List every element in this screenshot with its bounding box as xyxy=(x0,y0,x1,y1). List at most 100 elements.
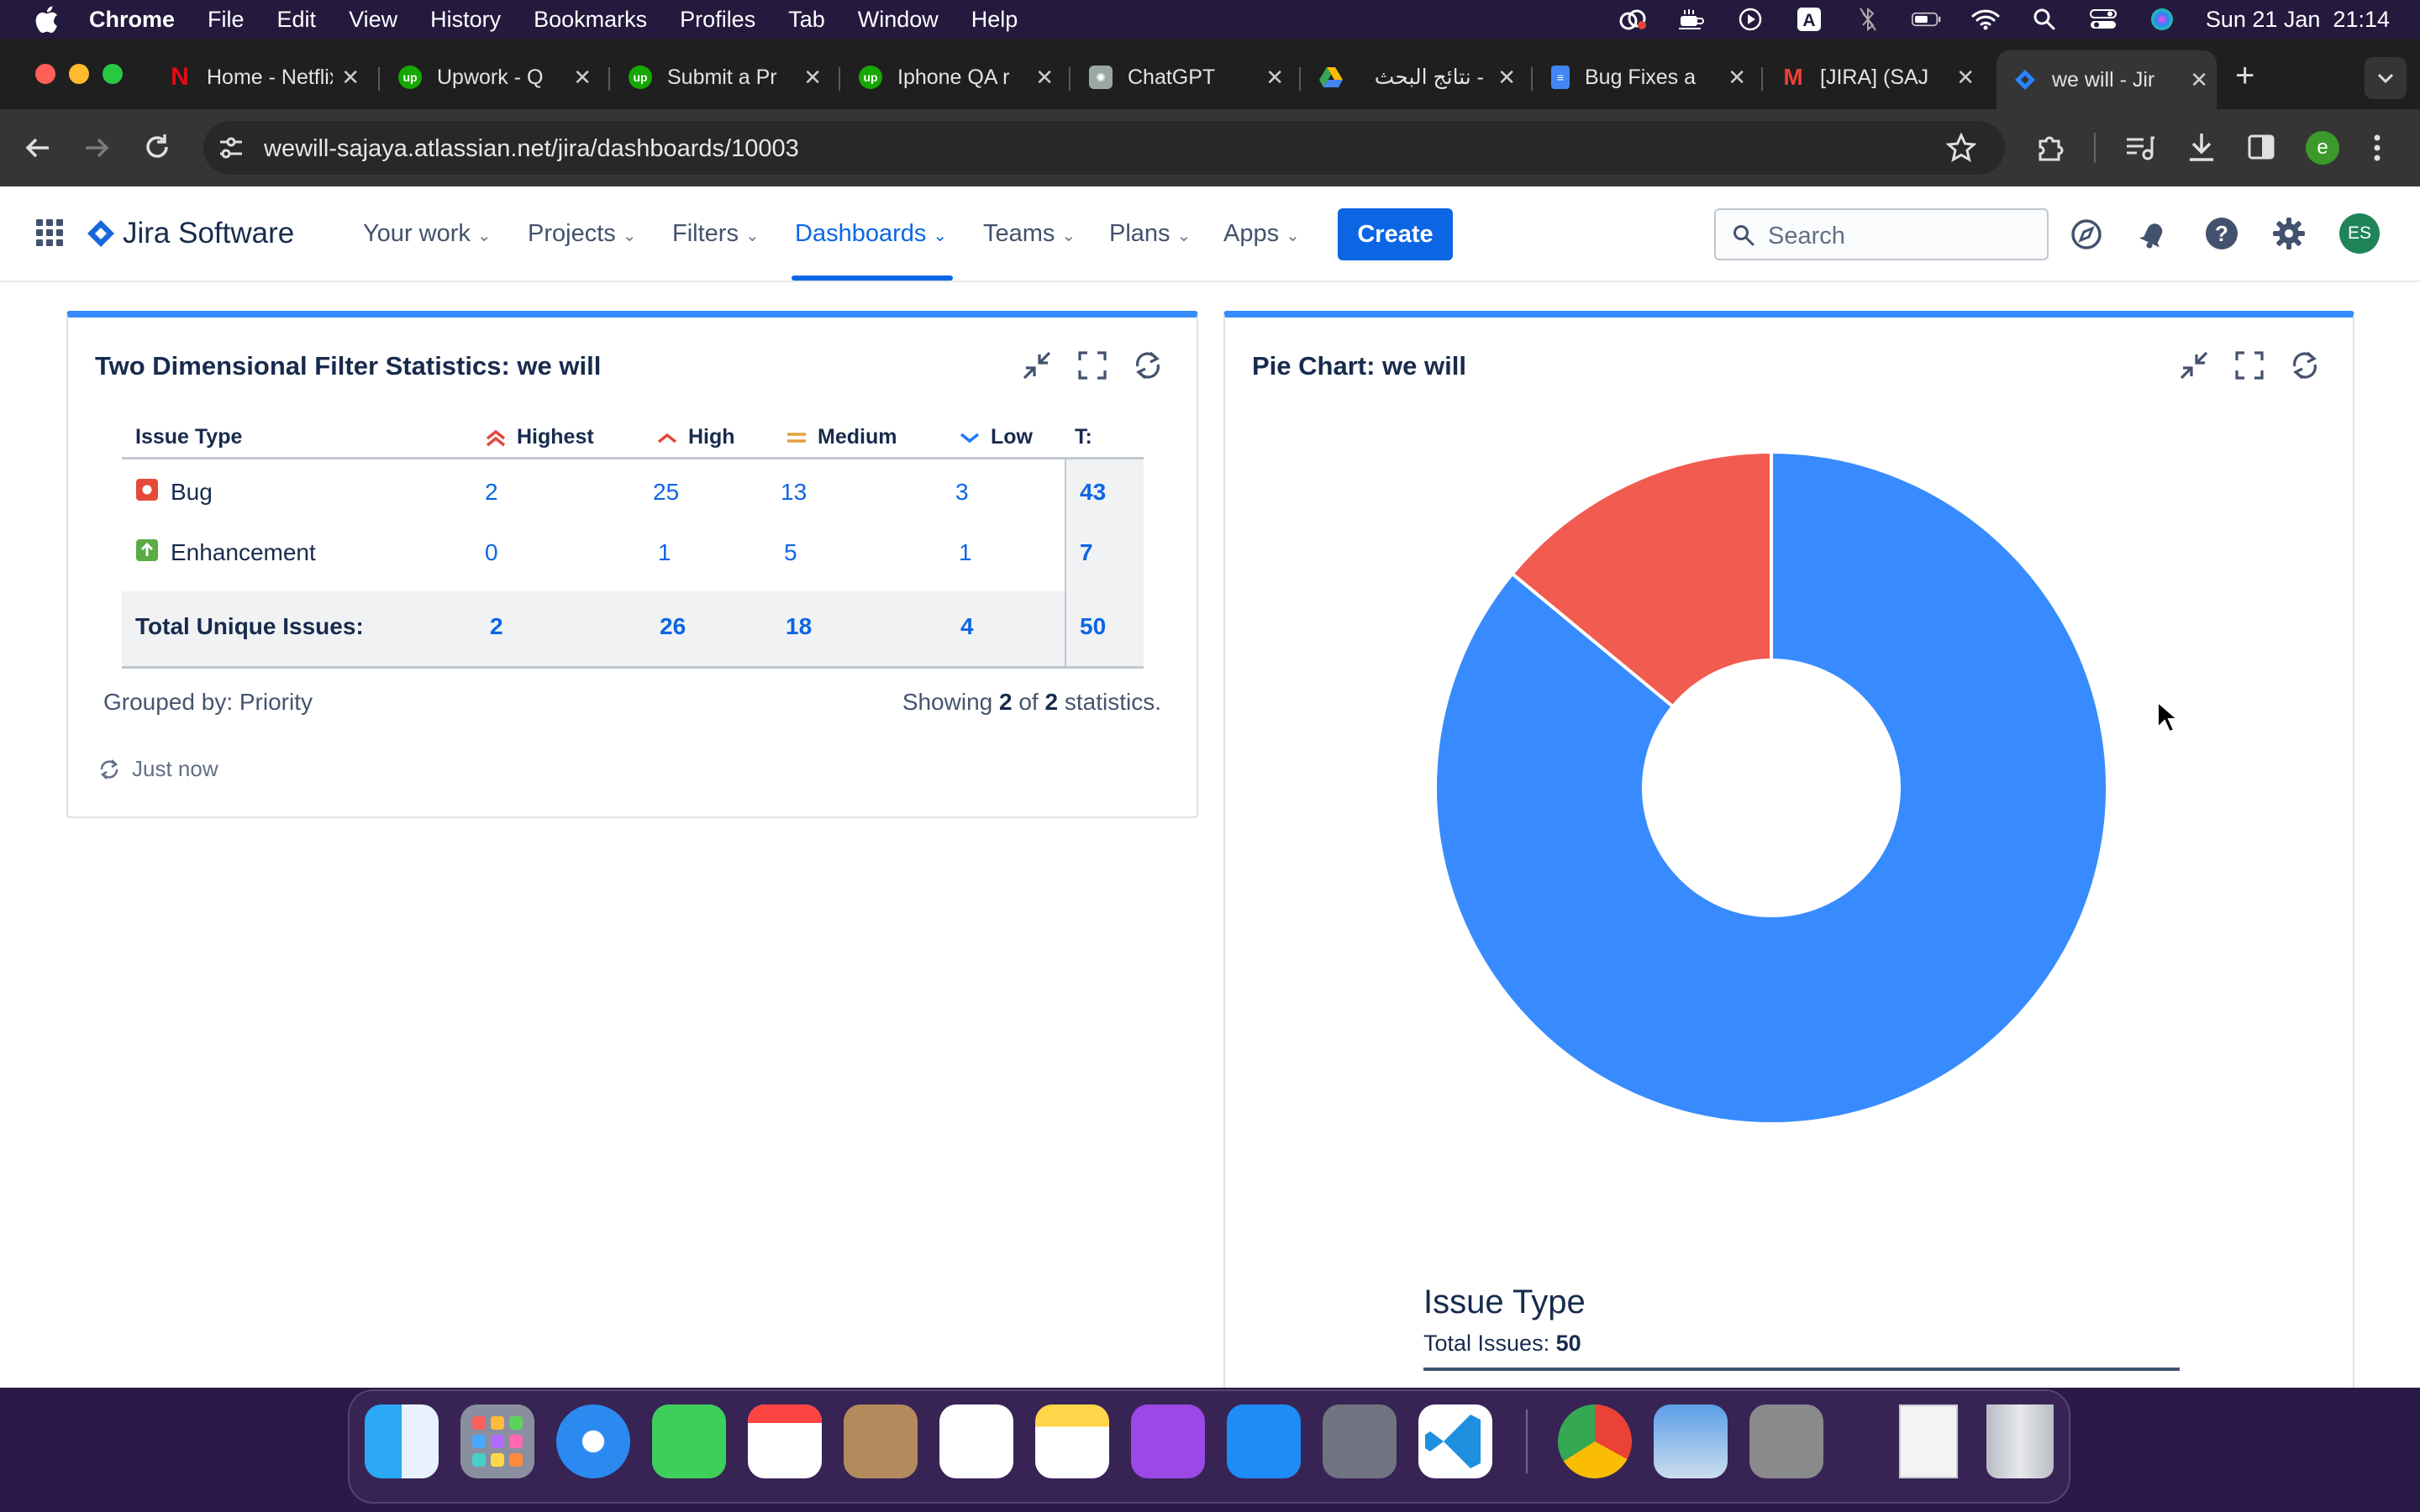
window-minimize-button[interactable] xyxy=(69,64,89,84)
wifi-icon[interactable] xyxy=(1970,7,2001,32)
cell-bug-high[interactable]: 25 xyxy=(653,479,680,505)
maximize-gadget-icon[interactable] xyxy=(2233,349,2265,381)
tab-search-chevron-icon[interactable] xyxy=(2365,57,2407,99)
back-arrow-icon[interactable] xyxy=(24,134,52,161)
cell-enhancement-medium[interactable]: 5 xyxy=(784,539,797,565)
document-icon[interactable] xyxy=(1899,1404,1958,1478)
menu-help[interactable]: Help xyxy=(971,6,1018,32)
menubar-clock[interactable]: Sun 21 Jan 21:14 xyxy=(2205,6,2390,32)
menu-profiles[interactable]: Profiles xyxy=(680,6,756,32)
close-tab-icon[interactable]: ✕ xyxy=(1956,64,1975,90)
bookmark-star-icon[interactable] xyxy=(1946,133,1976,163)
close-tab-icon[interactable]: ✕ xyxy=(341,64,360,90)
control-center-icon[interactable] xyxy=(2088,7,2118,32)
cell-bug-total[interactable]: 43 xyxy=(1080,479,1107,505)
system-settings-icon[interactable] xyxy=(1323,1404,1397,1478)
address-url[interactable]: wewill-sajaya.atlassian.net/jira/dashboa… xyxy=(264,135,799,162)
refresh-gadget-icon[interactable] xyxy=(2289,349,2321,381)
app-store-icon[interactable] xyxy=(1227,1404,1301,1478)
header-highest[interactable]: Highest xyxy=(485,425,594,449)
browser-tab-upwork-submit[interactable]: up Submit a Pr ✕ xyxy=(629,52,830,102)
app-switcher-grid-icon[interactable] xyxy=(35,218,64,247)
browser-tab-docs-bugfixes[interactable]: ≡ Bug Fixes a ✕ xyxy=(1551,52,1754,102)
minimize-gadget-icon[interactable] xyxy=(2178,349,2210,381)
nav-your-work[interactable]: Your work ⌄ xyxy=(363,220,492,248)
pie-slice-enhancement[interactable] xyxy=(1509,449,1773,709)
menu-history[interactable]: History xyxy=(430,6,502,32)
siri-icon[interactable] xyxy=(2147,7,2177,32)
nav-plans[interactable]: Plans ⌄ xyxy=(1109,220,1191,248)
window-zoom-button[interactable] xyxy=(103,64,123,84)
calendar-icon[interactable] xyxy=(748,1404,822,1478)
podcasts-icon[interactable] xyxy=(1131,1404,1205,1478)
nav-apps[interactable]: Apps ⌄ xyxy=(1223,220,1300,248)
play-icon[interactable] xyxy=(1735,7,1765,32)
header-low[interactable]: Low xyxy=(959,425,1033,449)
chrome-menu-kebab-icon[interactable] xyxy=(2371,133,2383,163)
cell-bug-low[interactable]: 3 xyxy=(955,479,969,505)
nav-filters[interactable]: Filters ⌄ xyxy=(672,220,760,248)
close-tab-icon[interactable]: ✕ xyxy=(1728,64,1746,90)
profile-avatar[interactable]: e xyxy=(2306,131,2339,165)
battery-icon[interactable] xyxy=(1911,7,1942,32)
menu-edit[interactable]: Edit xyxy=(276,6,317,32)
cell-enhancement-high[interactable]: 1 xyxy=(658,539,671,565)
close-tab-icon[interactable]: ✕ xyxy=(2190,66,2208,92)
menu-view[interactable]: View xyxy=(349,6,398,32)
browser-tab-chatgpt[interactable]: ✺ ChatGPT ✕ xyxy=(1089,52,1292,102)
header-issue-type[interactable]: Issue Type xyxy=(135,425,243,449)
browser-tab-upwork-q[interactable]: up Upwork - Q ✕ xyxy=(398,52,600,102)
menu-file[interactable]: File xyxy=(208,6,245,32)
help-icon[interactable]: ? xyxy=(2205,217,2238,250)
nav-teams[interactable]: Teams ⌄ xyxy=(983,220,1076,248)
menu-bookmarks[interactable]: Bookmarks xyxy=(534,6,648,32)
launchpad-icon[interactable] xyxy=(460,1404,534,1478)
notifications-bell-icon[interactable] xyxy=(2138,217,2170,250)
messages-icon[interactable] xyxy=(652,1404,726,1478)
download-icon[interactable] xyxy=(2186,131,2217,163)
menu-chrome[interactable]: Chrome xyxy=(89,6,176,32)
pie-slice-bug[interactable] xyxy=(1434,449,2109,1126)
menu-window[interactable]: Window xyxy=(857,6,939,32)
browser-tab-gmail-jira[interactable]: M [JIRA] (SAJ ✕ xyxy=(1781,52,1983,102)
settings-gear-icon[interactable] xyxy=(2272,217,2306,250)
whats-new-compass-icon[interactable] xyxy=(2070,218,2102,250)
browser-tab-upwork-iphone[interactable]: up Iphone QA r ✕ xyxy=(859,52,1062,102)
minimize-gadget-icon[interactable] xyxy=(1021,349,1053,381)
browser-tab-jira-active[interactable]: we will - Jir ✕ xyxy=(1996,50,2217,109)
trash-icon[interactable] xyxy=(1986,1404,2054,1478)
cell-bug-medium[interactable]: 13 xyxy=(781,479,808,505)
creative-cloud-icon[interactable] xyxy=(1618,7,1648,32)
nav-dashboards[interactable]: Dashboards ⌄ xyxy=(795,220,947,248)
jira-product-name[interactable]: Jira Software xyxy=(123,217,295,249)
legend-row-bug[interactable]: Bug43 xyxy=(1423,1371,2180,1388)
bluetooth-icon[interactable] xyxy=(1853,7,1883,32)
total-medium[interactable]: 18 xyxy=(786,613,813,639)
close-tab-icon[interactable]: ✕ xyxy=(803,64,822,90)
issue-type-enhancement[interactable]: Enhancement xyxy=(135,539,316,566)
extensions-puzzle-icon[interactable] xyxy=(2035,133,2065,163)
reminders-icon[interactable] xyxy=(939,1404,1013,1478)
total-high[interactable]: 26 xyxy=(660,613,687,639)
calculator-icon[interactable] xyxy=(1749,1404,1823,1478)
header-high[interactable]: High xyxy=(656,425,735,449)
forward-arrow-icon[interactable] xyxy=(82,134,111,161)
new-tab-plus-icon[interactable]: + xyxy=(2235,57,2255,94)
create-button[interactable]: Create xyxy=(1338,208,1453,260)
close-tab-icon[interactable]: ✕ xyxy=(573,64,592,90)
total-highest[interactable]: 2 xyxy=(490,613,503,639)
chrome-icon[interactable] xyxy=(1558,1404,1632,1478)
spotlight-search-icon[interactable] xyxy=(2029,7,2060,32)
browser-tab-netflix[interactable]: N Home - Netflix ✕ xyxy=(168,52,368,102)
apple-icon[interactable] xyxy=(34,6,59,33)
contacts-icon[interactable] xyxy=(844,1404,918,1478)
maximize-gadget-icon[interactable] xyxy=(1076,349,1108,381)
close-tab-icon[interactable]: ✕ xyxy=(1497,64,1516,90)
input-source-icon[interactable]: A xyxy=(1794,7,1824,32)
notes-icon[interactable] xyxy=(1035,1404,1109,1478)
user-avatar[interactable]: ES xyxy=(2339,213,2380,254)
close-tab-icon[interactable]: ✕ xyxy=(1035,64,1054,90)
cell-enhancement-total[interactable]: 7 xyxy=(1080,539,1093,565)
window-close-button[interactable] xyxy=(35,64,55,84)
search-input[interactable]: Search xyxy=(1714,208,2049,260)
